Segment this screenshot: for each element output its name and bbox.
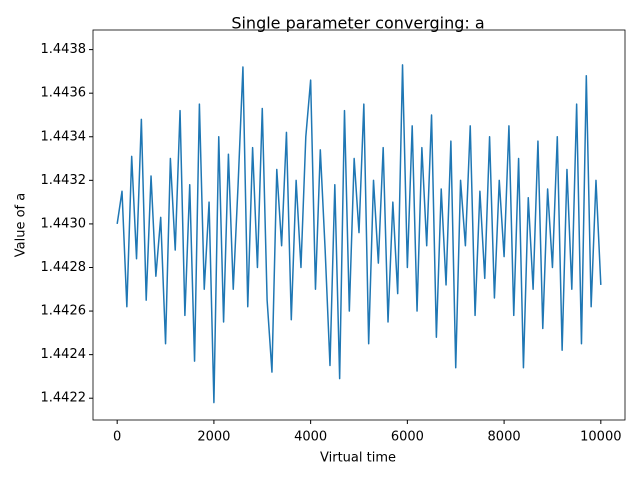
y-tick-label: 1.4432 bbox=[41, 173, 87, 188]
chart-title: Single parameter converging: a bbox=[231, 14, 484, 33]
x-tick-label: 10000 bbox=[580, 430, 621, 445]
y-tick-label: 1.4422 bbox=[41, 391, 87, 406]
x-tick-label: 4000 bbox=[294, 430, 327, 445]
y-tick-label: 1.4434 bbox=[41, 129, 87, 144]
x-axis-label: Virtual time bbox=[320, 451, 396, 466]
axes-frame bbox=[92, 29, 626, 421]
y-axis-label: Value of a bbox=[14, 193, 29, 257]
y-tick-label: 1.4428 bbox=[41, 260, 87, 275]
y-tick-label: 1.4424 bbox=[41, 347, 87, 362]
x-tick-label: 8000 bbox=[488, 430, 521, 445]
y-tick-label: 1.4426 bbox=[41, 304, 87, 319]
data-line bbox=[116, 64, 602, 404]
x-tick-label: 6000 bbox=[391, 430, 424, 445]
y-tick-label: 1.4438 bbox=[41, 42, 87, 57]
y-tick-label: 1.4430 bbox=[41, 216, 87, 231]
x-tick-label: 0 bbox=[113, 430, 121, 445]
x-tick-label: 2000 bbox=[197, 430, 230, 445]
y-tick-label: 1.4436 bbox=[41, 86, 87, 101]
